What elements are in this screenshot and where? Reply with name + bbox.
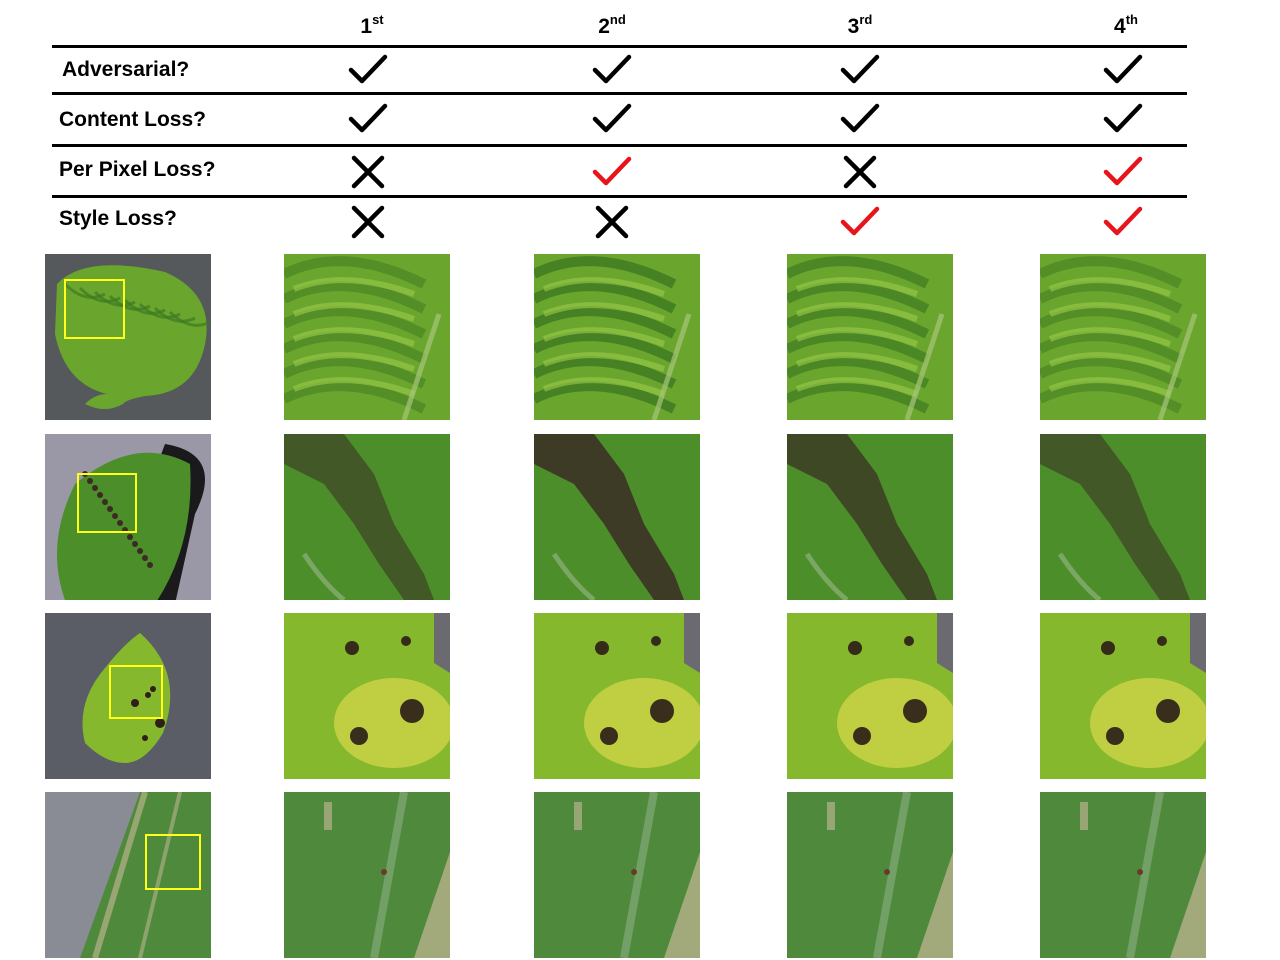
apple-leaf-result-2-image (534, 434, 700, 600)
column-suffix: nd (609, 12, 626, 27)
tomato-leaf-result-3-image (787, 254, 953, 420)
apple-leaf-result-3-image (787, 434, 953, 600)
cross-mark-icon (840, 154, 880, 190)
check-mark-icon (840, 101, 880, 137)
check-mark-icon (1103, 154, 1143, 190)
table-rule (52, 45, 1187, 48)
row-label-content-loss: Content Loss? (59, 108, 206, 131)
check-mark-icon (348, 52, 388, 88)
pepper-leaf-result-2-image (534, 613, 700, 779)
check-mark-icon (592, 154, 632, 190)
apple-leaf-overview-image (45, 434, 211, 600)
column-number: 2 (598, 15, 610, 38)
column-number: 3 (847, 15, 860, 38)
column-suffix: th (1125, 12, 1138, 27)
corn-leaf-result-4-image (1040, 792, 1206, 958)
check-mark-icon (592, 52, 632, 88)
pepper-leaf-result-1-image (284, 613, 450, 779)
row-label-style-loss: Style Loss? (59, 207, 177, 230)
corn-leaf-result-2-image (534, 792, 700, 958)
column-suffix: rd (859, 12, 873, 27)
check-mark-icon (592, 101, 632, 137)
column-number: 1 (360, 15, 373, 38)
column-number: 4 (1114, 15, 1126, 38)
zoom-region-box (64, 279, 125, 339)
check-mark-icon (1103, 52, 1143, 88)
check-mark-icon (1103, 101, 1143, 137)
apple-leaf-result-4-image (1040, 434, 1206, 600)
check-mark-icon (840, 52, 880, 88)
cross-mark-icon (592, 204, 632, 240)
tomato-leaf-result-1-image (284, 254, 450, 420)
pepper-leaf-result-4-image (1040, 613, 1206, 779)
corn-leaf-overview-image (45, 792, 211, 958)
cross-mark-icon (348, 154, 388, 190)
column-header-3: 3rd (830, 12, 890, 39)
table-rule (52, 195, 1187, 198)
check-mark-icon (348, 101, 388, 137)
corn-leaf-result-3-image (787, 792, 953, 958)
tomato-leaf-result-2-image (534, 254, 700, 420)
table-rule (52, 144, 1187, 147)
zoom-region-box (77, 473, 137, 533)
check-mark-icon (1103, 204, 1143, 240)
column-header-2: 2nd (582, 12, 642, 39)
column-header-1: 1st (342, 12, 402, 39)
pepper-leaf-overview-image (45, 613, 211, 779)
table-rule (52, 92, 1187, 95)
corn-leaf-result-1-image (284, 792, 450, 958)
check-mark-icon (840, 204, 880, 240)
row-label-per-pixel-loss: Per Pixel Loss? (59, 158, 216, 181)
zoom-region-box (145, 834, 201, 890)
tomato-leaf-overview-image (45, 254, 211, 420)
row-label-adversarial: Adversarial? (62, 58, 190, 81)
column-header-4: 4th (1096, 12, 1156, 39)
apple-leaf-result-1-image (284, 434, 450, 600)
cross-mark-icon (348, 204, 388, 240)
zoom-region-box (109, 665, 163, 719)
column-suffix: st (372, 12, 384, 27)
tomato-leaf-result-4-image (1040, 254, 1206, 420)
pepper-leaf-result-3-image (787, 613, 953, 779)
